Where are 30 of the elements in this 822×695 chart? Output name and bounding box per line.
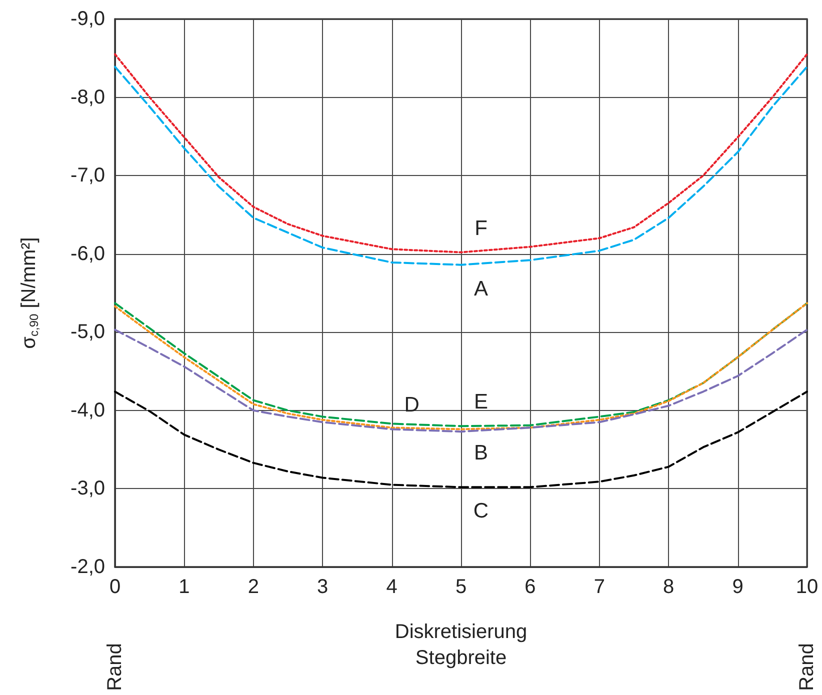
y-axis-title: σc,90 [N/mm²] [18, 237, 41, 349]
x-tick-label: 6 [524, 576, 536, 598]
y-tick-label: -5,0 [70, 321, 105, 344]
x-tick-label: 2 [248, 576, 259, 598]
x-tick-label: 10 [796, 576, 818, 598]
series-label: C [473, 500, 489, 523]
line-series [114, 328, 808, 433]
x-tick-label: 7 [594, 576, 605, 598]
series-label: B [474, 442, 488, 465]
x-tick-label: 1 [178, 576, 190, 598]
x-tick-label: 0 [109, 576, 121, 598]
y-tick-label: -4,0 [70, 399, 105, 422]
y-tick-label: -6,0 [70, 242, 105, 265]
y-tick-label: -8,0 [70, 86, 105, 108]
series-label: E [474, 390, 488, 414]
x-tick-label: 4 [386, 576, 398, 598]
x-tick-label: 8 [663, 576, 674, 598]
text: Rand [796, 643, 818, 691]
series-label: A [474, 277, 488, 300]
line-series [114, 390, 808, 488]
x-tick-label: 5 [455, 576, 467, 598]
y-tick-label: -2,0 [70, 556, 105, 578]
x-tick-label: 9 [732, 576, 744, 598]
x-axis-title: Diskretisierung Stegbreite [394, 621, 528, 669]
y-tick-label: -9,0 [70, 8, 105, 30]
x-tick-label: 3 [317, 576, 328, 598]
series-label: F [474, 216, 488, 240]
y-tick-label: -3,0 [70, 478, 105, 500]
text: Rand [104, 643, 126, 691]
y-tick-label: -7,0 [70, 164, 105, 187]
